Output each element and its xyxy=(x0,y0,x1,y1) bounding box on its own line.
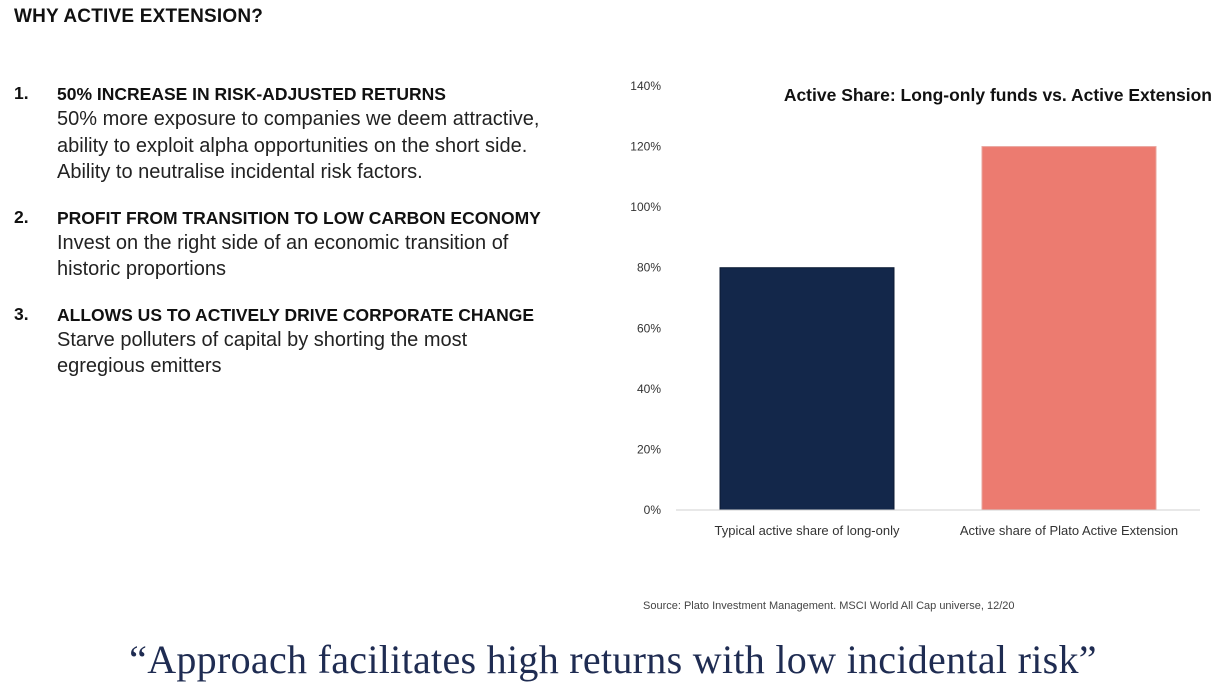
quote: “Approach facilitates high returns with … xyxy=(129,637,1097,682)
point-3-heading: ALLOWS US TO ACTIVELY DRIVE CORPORATE CH… xyxy=(57,304,535,325)
y-tick-label: 140% xyxy=(630,79,661,93)
source-note: Source: Plato Investment Management. MSC… xyxy=(643,600,1015,612)
bar-2 xyxy=(981,146,1157,511)
point-2-body: Invest on the right side of an economic … xyxy=(57,230,614,283)
point-3-line-1: Starve polluters of capital by shorting … xyxy=(57,328,468,351)
point-1-line-3: Ability to neutralise incidental risk fa… xyxy=(57,161,423,183)
point-2-line-2: historic proportions xyxy=(57,258,226,280)
y-tick-label: 100% xyxy=(630,200,661,214)
point-2-line-1: Invest on the right side of an economic … xyxy=(57,231,509,254)
point-2-heading: PROFIT FROM TRANSITION TO LOW CARBON ECO… xyxy=(57,207,541,228)
point-1-line-1: 50% more exposure to companies we deem a… xyxy=(57,108,540,130)
x-category-label: Typical active share of long-only xyxy=(715,523,900,538)
bar-1 xyxy=(719,267,895,511)
key-points-list: 1. 50% INCREASE IN RISK-ADJUSTED RETURNS… xyxy=(14,82,614,400)
x-axis-category-labels: Typical active share of long-only Active … xyxy=(715,523,1179,538)
y-tick-label: 120% xyxy=(630,140,661,154)
y-tick-label: 60% xyxy=(637,321,661,335)
y-tick-label: 20% xyxy=(637,442,661,456)
y-tick-label: 0% xyxy=(644,503,662,517)
point-1-heading: 50% INCREASE IN RISK-ADJUSTED RETURNS xyxy=(57,84,446,104)
y-axis-tick-labels: 0% 20% 40% 60% 80% 100% 120% 140% xyxy=(630,79,661,517)
x-category-label: Active share of Plato Active Extension xyxy=(960,523,1178,538)
y-tick-label: 80% xyxy=(637,261,661,275)
point-3-number: 3. xyxy=(14,303,29,324)
point-1-line-2: ability to exploit alpha opportunities o… xyxy=(57,134,528,157)
point-2: 2. PROFIT FROM TRANSITION TO LOW CARBON … xyxy=(14,206,614,283)
point-1: 1. 50% INCREASE IN RISK-ADJUSTED RETURNS… xyxy=(14,82,614,186)
point-2-number: 2. xyxy=(14,206,29,227)
page-title: WHY ACTIVE EXTENSION? xyxy=(14,6,264,27)
point-3-body: Starve polluters of capital by shorting … xyxy=(57,327,614,380)
chart-title: Active Share: Long-only funds vs. Active… xyxy=(784,85,1212,105)
y-tick-label: 40% xyxy=(637,382,661,396)
point-3-line-2: egregious emitters xyxy=(57,355,222,377)
point-1-body: 50% more exposure to companies we deem a… xyxy=(57,106,614,186)
point-1-number: 1. xyxy=(14,83,29,103)
point-3: 3. ALLOWS US TO ACTIVELY DRIVE CORPORATE… xyxy=(14,303,614,380)
bars xyxy=(719,146,1157,511)
